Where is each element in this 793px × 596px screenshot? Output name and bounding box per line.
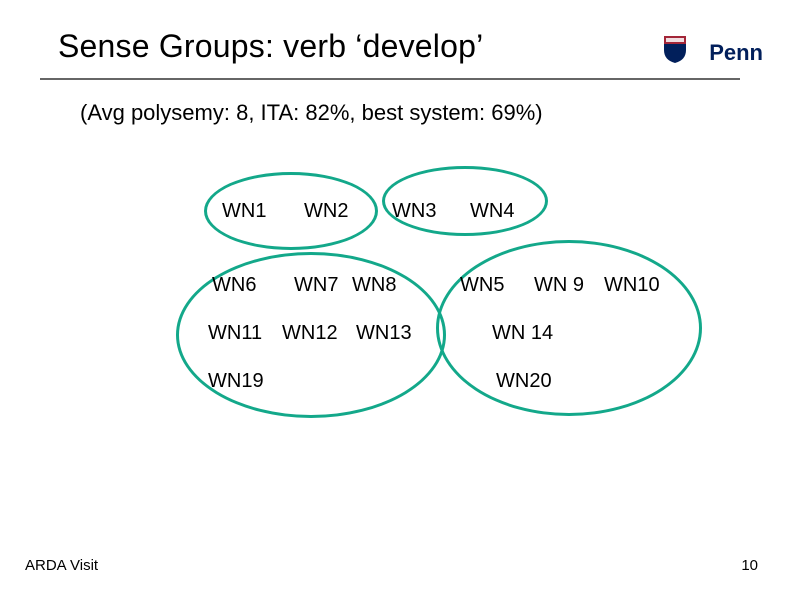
sense-node-wn8: WN8 (352, 274, 396, 297)
sense-node-wn19: WN19 (208, 370, 264, 393)
sense-group-diagram: WN1 WN2 WN3 WN4 WN6 WN7 WN8 WN5 WN 9 WN1… (0, 160, 793, 500)
penn-shield-icon (662, 34, 688, 64)
sense-node-wn6: WN6 (212, 274, 256, 297)
sense-node-wn7: WN7 (294, 274, 338, 297)
title-underline (40, 78, 740, 80)
sense-node-wn1: WN1 (222, 200, 266, 223)
sense-node-wn2: WN2 (304, 200, 348, 223)
penn-label: Penn (709, 40, 763, 66)
slide-subtitle: (Avg polysemy: 8, ITA: 82%, best system:… (80, 100, 543, 126)
footer-left: ARDA Visit (25, 557, 98, 574)
sense-node-wn5: WN5 (460, 274, 504, 297)
sense-node-wn20: WN20 (496, 370, 552, 393)
sense-node-wn3: WN3 (392, 200, 436, 223)
sense-node-wn4: WN4 (470, 200, 514, 223)
sense-node-wn9: WN 9 (534, 274, 584, 297)
sense-node-wn10: WN10 (604, 274, 660, 297)
slide-title: Sense Groups: verb ‘develop’ (58, 28, 483, 65)
group-ellipse (436, 240, 702, 416)
sense-node-wn11: WN11 (208, 322, 262, 345)
page-number: 10 (741, 557, 758, 574)
slide: Sense Groups: verb ‘develop’ Penn (Avg p… (0, 0, 793, 596)
sense-node-wn12: WN12 (282, 322, 338, 345)
sense-node-wn13: WN13 (356, 322, 412, 345)
sense-node-wn14: WN 14 (492, 322, 553, 345)
